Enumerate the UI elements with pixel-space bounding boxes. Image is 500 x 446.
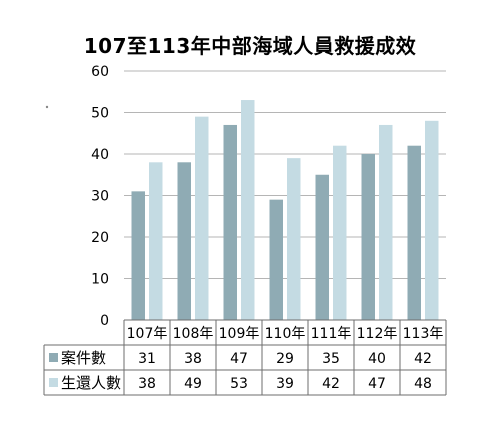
data-label: 42	[322, 376, 340, 392]
data-label: 47	[368, 376, 386, 392]
y-tick-label: 20	[91, 230, 109, 246]
bar-survivors	[195, 116, 209, 321]
bar-survivors	[379, 124, 393, 320]
data-label: 38	[138, 376, 156, 392]
legend-label: 生還人數	[61, 374, 121, 392]
data-label: 31	[138, 351, 156, 367]
stray-dot	[45, 105, 49, 109]
x-tick-label: 111年	[311, 326, 352, 342]
y-tick-label: 10	[91, 272, 109, 288]
bar-cases	[131, 191, 145, 320]
data-label: 35	[322, 351, 340, 367]
data-label: 38	[184, 351, 202, 367]
legend-swatch	[49, 378, 58, 387]
x-tick-label: 113年	[403, 326, 444, 342]
bar-survivors	[425, 120, 439, 320]
bar-cases	[361, 154, 375, 320]
x-tick-label: 112年	[357, 326, 398, 342]
bar-cases	[269, 199, 283, 320]
x-tick-label: 110年	[265, 326, 306, 342]
legend-swatch	[49, 353, 58, 362]
bar-survivors	[149, 162, 163, 320]
bar-cases	[177, 162, 191, 320]
data-label: 53	[230, 376, 248, 392]
bar-survivors	[287, 158, 301, 320]
bars	[131, 100, 439, 321]
gridlines	[124, 70, 446, 279]
legend-label: 案件數	[61, 349, 106, 367]
x-tick-label: 107年	[127, 326, 168, 342]
y-tick-label: 60	[91, 64, 109, 80]
data-label: 48	[414, 376, 432, 392]
y-tick-label: 50	[91, 106, 109, 122]
data-label: 49	[184, 376, 202, 392]
axes: 0 10 20 30 40 50 60	[91, 64, 109, 329]
x-tick-label: 109年	[219, 326, 260, 342]
data-label: 47	[230, 351, 248, 367]
bar-survivors	[241, 100, 255, 320]
bar-cases	[315, 174, 329, 320]
y-tick-label: 40	[91, 147, 109, 163]
y-tick-label: 30	[91, 189, 109, 205]
data-label: 40	[368, 351, 386, 367]
bar-cases	[407, 145, 421, 320]
x-tick-label: 108年	[173, 326, 214, 342]
bar-survivors	[333, 145, 347, 320]
chart-title: 107至113年中部海域人員救援成效	[83, 34, 417, 58]
data-label: 29	[276, 351, 294, 367]
data-label: 39	[276, 376, 294, 392]
data-label: 42	[414, 351, 432, 367]
bar-cases	[223, 124, 237, 320]
y-tick-label: 0	[100, 313, 109, 329]
